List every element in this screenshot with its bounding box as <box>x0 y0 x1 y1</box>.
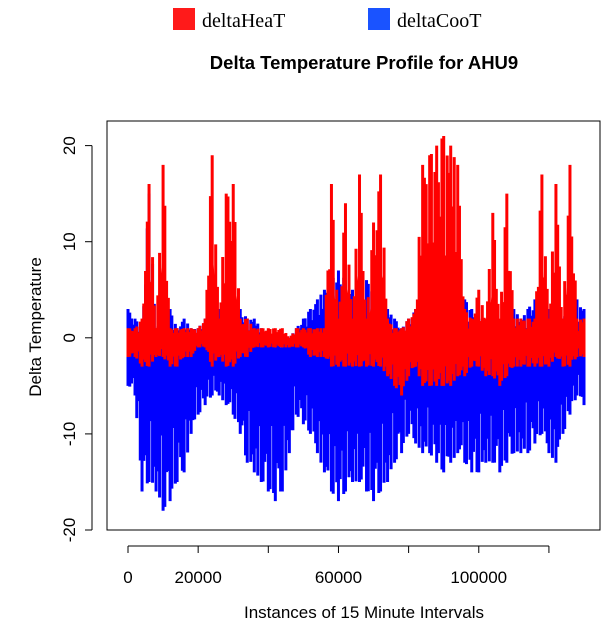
y-tick-label: 20 <box>60 136 79 155</box>
y-tick-label: 10 <box>60 232 79 251</box>
x-axis-label: Instances of 15 Minute Intervals <box>244 603 484 622</box>
y-axis-label: Delta Temperature <box>26 257 45 397</box>
x-tick-label: 0 <box>123 568 132 587</box>
legend-swatch-deltaHeaT <box>173 8 195 30</box>
x-axis: 0 20000 60000 100000 <box>123 545 550 587</box>
y-tick-label: -20 <box>60 518 79 543</box>
x-tick-label: 60000 <box>315 568 362 587</box>
series-deltaHeaT <box>126 136 586 396</box>
x-tick-label: 20000 <box>175 568 222 587</box>
legend-label-deltaHeaT: deltaHeaT <box>202 10 285 32</box>
legend: deltaHeaT deltaCooT <box>173 8 481 32</box>
series-layer <box>126 136 586 511</box>
series-line-deltaCooT <box>127 337 585 426</box>
y-tick-label: -10 <box>60 422 79 447</box>
x-tick-label: 100000 <box>450 568 507 587</box>
legend-label-deltaCooT: deltaCooT <box>397 10 481 32</box>
y-axis: -20 -10 0 10 20 <box>60 136 93 543</box>
y-tick-label: 0 <box>60 333 79 342</box>
legend-swatch-deltaCooT <box>368 8 390 30</box>
series-line-deltaHeaT <box>128 259 584 364</box>
chart-title: Delta Temperature Profile for AHU9 <box>210 52 518 73</box>
plot-frame <box>106 120 601 531</box>
